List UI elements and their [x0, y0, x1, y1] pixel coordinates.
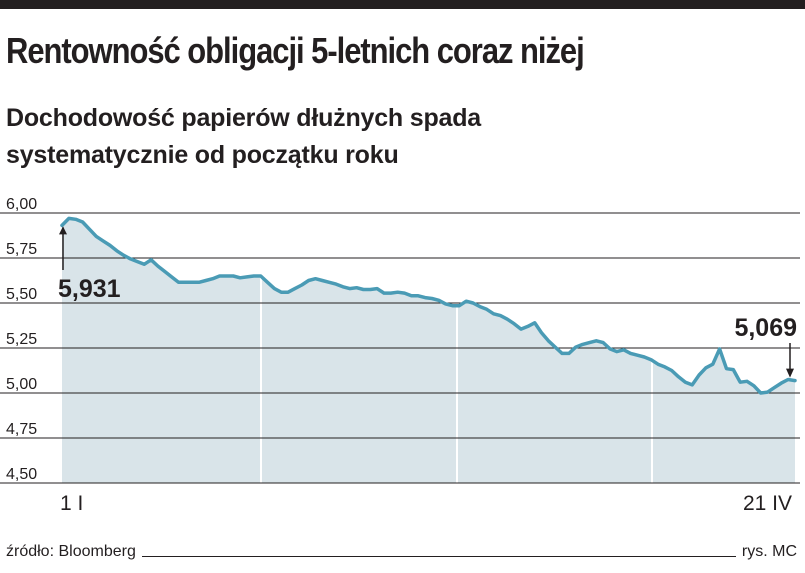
y-tick-label: 4,75 [6, 421, 37, 438]
y-tick-label: 4,50 [6, 466, 37, 483]
yield-chart: 6,00 5,75 5,50 5,25 5,00 4,75 4,50 1 I 21 IV 5,93… [0, 196, 800, 515]
top-rule [0, 0, 805, 9]
chart-subtitle: Dochodowość papierów dłużnych spada syst… [6, 100, 481, 174]
footer: źródło: Bloomberg rys. MC [6, 541, 797, 561]
annotation-start-value: 5,931 [58, 275, 121, 303]
footer-rule [141, 556, 736, 557]
annotation-end-value: 5,069 [734, 314, 797, 342]
y-tick-label: 5,75 [6, 241, 37, 258]
area-fill [62, 218, 795, 483]
credit-label: rys. MC [741, 543, 797, 560]
y-tick-label: 5,50 [6, 286, 37, 303]
series-line [60, 216, 797, 395]
subtitle-line-1: Dochodowość papierów dłużnych spada [6, 104, 482, 132]
source-label: źródło: Bloomberg [6, 543, 136, 560]
annotation-arrowhead [786, 368, 794, 378]
y-tick-label: 6,00 [6, 196, 37, 213]
subtitle-line-2: systematycznie od początku roku [6, 141, 399, 169]
y-tick-label: 5,25 [6, 331, 37, 348]
x-tick-label: 21 IV [743, 492, 792, 515]
chart-title: Rentowność obligacji 5-letnich coraz niż… [6, 30, 585, 71]
y-tick-label: 5,00 [6, 376, 37, 393]
x-tick-label: 1 I [60, 492, 83, 515]
annotation-arrowhead [59, 226, 67, 235]
